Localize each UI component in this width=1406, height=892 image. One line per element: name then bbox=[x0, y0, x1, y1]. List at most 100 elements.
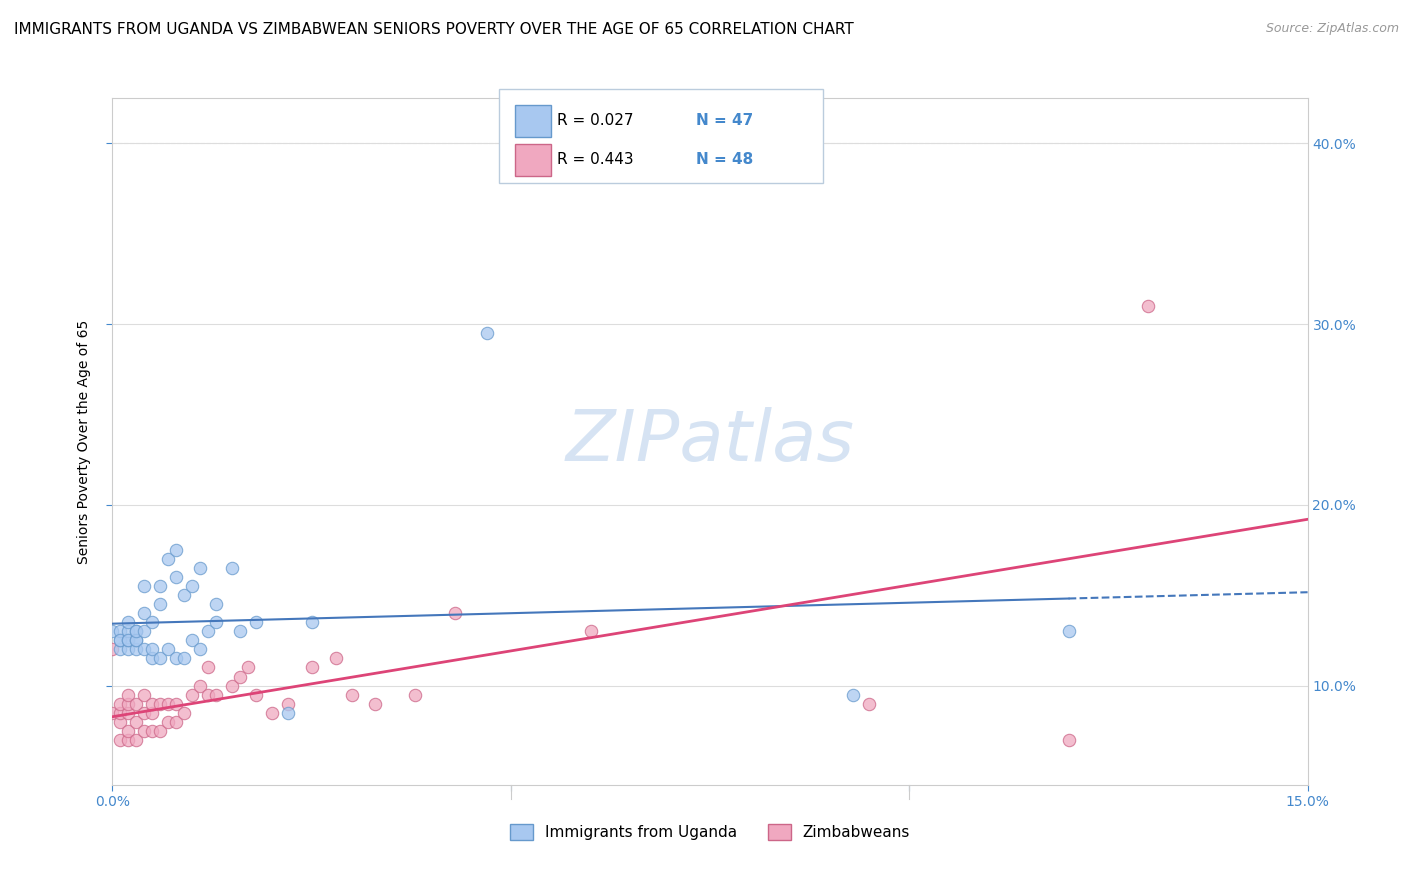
Legend: Immigrants from Uganda, Zimbabweans: Immigrants from Uganda, Zimbabweans bbox=[503, 818, 917, 846]
Point bbox=[188, 679, 211, 693]
Point bbox=[117, 723, 139, 738]
Point bbox=[245, 615, 267, 630]
Point bbox=[260, 706, 283, 720]
Point bbox=[325, 651, 347, 665]
Point bbox=[117, 642, 139, 657]
Point bbox=[221, 679, 243, 693]
Point bbox=[117, 633, 139, 648]
Point bbox=[117, 688, 139, 702]
Point bbox=[475, 326, 498, 340]
Point bbox=[188, 642, 211, 657]
Point bbox=[1057, 624, 1080, 639]
Point bbox=[205, 615, 228, 630]
Point bbox=[197, 660, 219, 674]
Text: ZIPatlas: ZIPatlas bbox=[565, 407, 855, 476]
Point bbox=[165, 697, 187, 711]
Point bbox=[277, 706, 299, 720]
Point bbox=[134, 642, 156, 657]
Point bbox=[444, 607, 467, 621]
Point bbox=[125, 624, 148, 639]
Point bbox=[101, 624, 124, 639]
Y-axis label: Seniors Poverty Over the Age of 65: Seniors Poverty Over the Age of 65 bbox=[77, 319, 91, 564]
Point bbox=[110, 714, 132, 729]
Point bbox=[364, 697, 387, 711]
Point bbox=[165, 714, 187, 729]
Point bbox=[110, 732, 132, 747]
Point bbox=[110, 706, 132, 720]
Text: Source: ZipAtlas.com: Source: ZipAtlas.com bbox=[1265, 22, 1399, 36]
Point bbox=[141, 615, 163, 630]
Point bbox=[125, 633, 148, 648]
Point bbox=[173, 588, 195, 602]
Point bbox=[181, 579, 204, 593]
Point bbox=[173, 651, 195, 665]
Point bbox=[125, 624, 148, 639]
Point bbox=[134, 579, 156, 593]
Point bbox=[149, 723, 172, 738]
Point bbox=[141, 642, 163, 657]
Point bbox=[110, 633, 132, 648]
Point bbox=[858, 697, 880, 711]
Point bbox=[134, 688, 156, 702]
Point bbox=[579, 624, 602, 639]
Text: R = 0.443: R = 0.443 bbox=[557, 153, 633, 168]
Point bbox=[134, 624, 156, 639]
Point bbox=[117, 697, 139, 711]
Point bbox=[157, 552, 180, 566]
Point bbox=[236, 660, 259, 674]
Point bbox=[197, 624, 219, 639]
Text: N = 48: N = 48 bbox=[696, 153, 754, 168]
Point bbox=[110, 633, 132, 648]
Point bbox=[149, 697, 172, 711]
Point bbox=[141, 706, 163, 720]
Point bbox=[157, 697, 180, 711]
Point bbox=[229, 624, 252, 639]
Point bbox=[197, 688, 219, 702]
Point bbox=[117, 633, 139, 648]
Point bbox=[125, 732, 148, 747]
Point bbox=[125, 642, 148, 657]
Point bbox=[141, 697, 163, 711]
Point bbox=[205, 688, 228, 702]
Point bbox=[110, 697, 132, 711]
Point bbox=[277, 697, 299, 711]
Point bbox=[842, 688, 865, 702]
Point bbox=[141, 651, 163, 665]
Point bbox=[301, 615, 323, 630]
Point bbox=[229, 669, 252, 683]
Point bbox=[117, 624, 139, 639]
Point bbox=[117, 615, 139, 630]
Point bbox=[245, 688, 267, 702]
Point bbox=[188, 561, 211, 575]
Text: IMMIGRANTS FROM UGANDA VS ZIMBABWEAN SENIORS POVERTY OVER THE AGE OF 65 CORRELAT: IMMIGRANTS FROM UGANDA VS ZIMBABWEAN SEN… bbox=[14, 22, 853, 37]
Point bbox=[1137, 299, 1160, 313]
Point bbox=[125, 697, 148, 711]
Point bbox=[101, 642, 124, 657]
Point bbox=[134, 706, 156, 720]
Point bbox=[149, 579, 172, 593]
Point bbox=[165, 651, 187, 665]
Point bbox=[117, 706, 139, 720]
Point bbox=[165, 570, 187, 584]
Point bbox=[181, 633, 204, 648]
Point bbox=[221, 561, 243, 575]
Point bbox=[181, 688, 204, 702]
Point bbox=[134, 723, 156, 738]
Point bbox=[117, 732, 139, 747]
Point bbox=[157, 714, 180, 729]
Point bbox=[340, 688, 363, 702]
Point bbox=[125, 714, 148, 729]
Point bbox=[110, 624, 132, 639]
Point bbox=[157, 642, 180, 657]
Point bbox=[134, 607, 156, 621]
Point bbox=[173, 706, 195, 720]
Point bbox=[101, 706, 124, 720]
Point bbox=[141, 723, 163, 738]
Point bbox=[404, 688, 426, 702]
Point bbox=[149, 597, 172, 611]
Point bbox=[125, 633, 148, 648]
Point bbox=[205, 597, 228, 611]
Point bbox=[149, 651, 172, 665]
Text: N = 47: N = 47 bbox=[696, 113, 754, 128]
Point bbox=[110, 642, 132, 657]
